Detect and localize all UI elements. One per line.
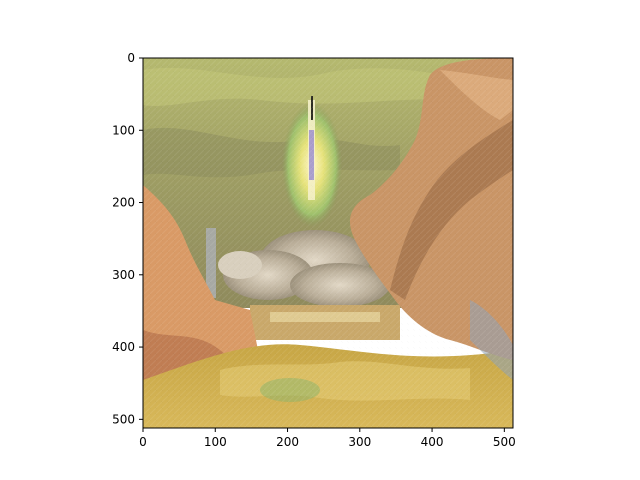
x-tick-label: 0 [139,435,147,449]
x-tick-label: 400 [421,435,444,449]
chart-image [143,58,513,428]
texture-overlay [143,58,513,428]
y-tick-label: 400 [112,340,135,354]
y-axis: 0 100 200 300 400 500 [112,51,143,426]
y-tick-label: 200 [112,196,135,210]
x-axis: 0 100 200 300 400 500 [139,428,516,449]
x-tick-label: 200 [276,435,299,449]
axes-frame [142,57,514,429]
x-tick-label: 300 [348,435,371,449]
y-tick-label: 500 [112,412,135,426]
y-tick-label: 300 [112,268,135,282]
x-tick-label: 100 [204,435,227,449]
x-tick-label: 500 [493,435,516,449]
y-tick-label: 0 [127,51,135,65]
y-tick-label: 100 [112,123,135,137]
